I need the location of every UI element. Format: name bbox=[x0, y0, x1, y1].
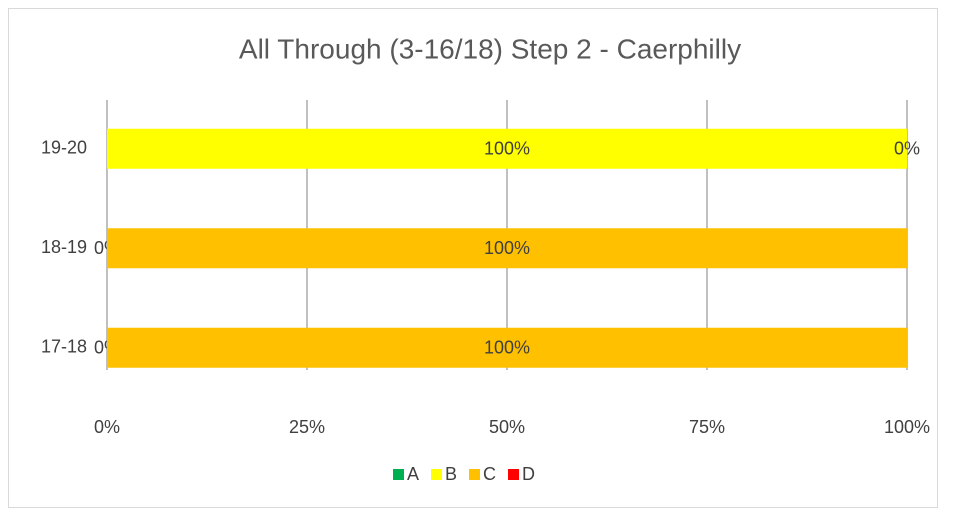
x-tick-label: 25% bbox=[289, 417, 325, 437]
bar-segment bbox=[107, 228, 907, 269]
x-tick-label: 75% bbox=[689, 417, 725, 437]
legend-swatch bbox=[469, 469, 481, 480]
legend-swatch bbox=[508, 469, 520, 480]
legend-label: C bbox=[483, 464, 496, 484]
y-tick-label: 19-20 bbox=[41, 138, 87, 158]
legend-label: B bbox=[445, 464, 457, 484]
data-label: 0% bbox=[894, 139, 920, 159]
x-tick-label: 100% bbox=[884, 417, 930, 437]
bar-segment bbox=[107, 327, 907, 368]
legend-label: D bbox=[522, 464, 535, 484]
chart-title: All Through (3-16/18) Step 2 - Caerphill… bbox=[239, 33, 741, 64]
x-tick-label: 50% bbox=[489, 417, 525, 437]
data-label: 100% bbox=[484, 238, 530, 258]
legend-swatch bbox=[393, 469, 404, 480]
bar-segment bbox=[107, 128, 907, 169]
y-tick-label: 18-19 bbox=[41, 237, 87, 257]
legend-label: A bbox=[407, 464, 419, 484]
y-tick-label: 17-18 bbox=[41, 337, 87, 357]
x-tick-label: 0% bbox=[94, 417, 120, 437]
data-label: 100% bbox=[484, 338, 530, 358]
legend-swatch bbox=[431, 469, 443, 480]
data-label: 100% bbox=[484, 139, 530, 159]
